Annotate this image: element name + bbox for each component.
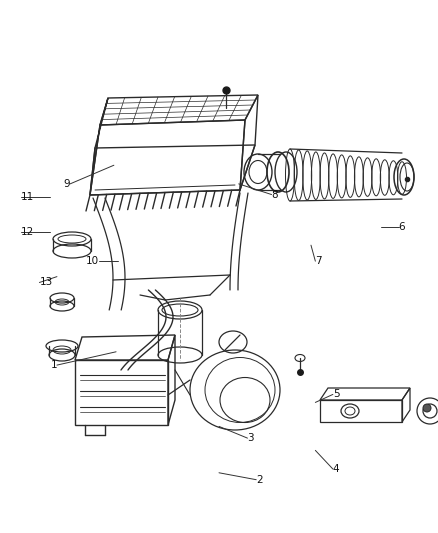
Text: 5: 5: [333, 390, 339, 399]
Text: 4: 4: [333, 464, 339, 474]
Text: 7: 7: [315, 256, 322, 266]
Text: 1: 1: [50, 360, 57, 370]
Text: 3: 3: [247, 433, 254, 443]
Text: 9: 9: [64, 179, 70, 189]
Text: 12: 12: [21, 227, 34, 237]
Text: 11: 11: [21, 192, 34, 202]
Text: 13: 13: [39, 278, 53, 287]
Ellipse shape: [423, 404, 431, 412]
Text: 10: 10: [85, 256, 99, 266]
Text: 2: 2: [256, 475, 263, 484]
Text: 6: 6: [399, 222, 405, 231]
Text: 8: 8: [272, 190, 278, 199]
